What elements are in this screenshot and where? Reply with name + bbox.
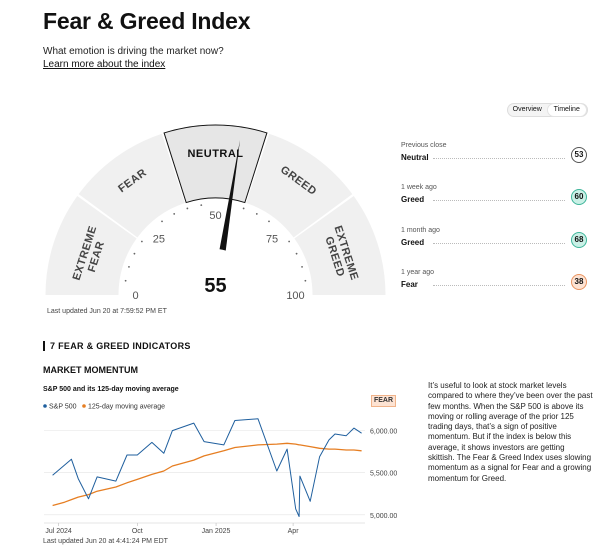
gauge-dot xyxy=(124,279,127,282)
gauge-dot xyxy=(295,252,298,255)
history-divider xyxy=(433,243,565,244)
gauge-tick-label: 50 xyxy=(209,210,221,222)
gauge-dot xyxy=(301,265,303,268)
indicator-description: It’s useful to look at stock market leve… xyxy=(428,381,593,483)
x-tick-label: Oct xyxy=(132,528,143,535)
gauge-dot xyxy=(255,213,258,215)
gauge-tick-label: 75 xyxy=(266,233,278,245)
gauge-dot xyxy=(304,279,307,282)
history-rating: Fear xyxy=(401,280,418,289)
gauge-last-updated: Last updated Jun 20 at 7:59:52 PM ET xyxy=(47,308,167,315)
gauge-dot xyxy=(161,220,163,223)
x-tick-label: Apr xyxy=(288,528,300,535)
market-momentum-heading: MARKET MOMENTUM xyxy=(43,365,138,375)
gauge-tick-label: 0 xyxy=(132,290,138,302)
timeline-tab[interactable]: Timeline xyxy=(546,103,587,117)
series-line-125-day-moving-average xyxy=(52,442,362,507)
history-score-badge: 53 xyxy=(571,147,587,163)
chart-last-updated: Last updated Jun 20 at 4:41:24 PM EDT xyxy=(43,538,168,545)
history-rating: Neutral xyxy=(401,153,429,162)
history-divider xyxy=(433,200,565,201)
legend-swatch-sp500 xyxy=(43,404,47,408)
gauge-dot xyxy=(186,207,189,210)
section-marker xyxy=(43,341,45,351)
page-title: Fear & Greed Index xyxy=(43,8,251,34)
history-score-badge: 60 xyxy=(571,189,587,205)
history-score-badge: 68 xyxy=(571,232,587,248)
history-rating: Greed xyxy=(401,238,425,247)
gauge-segment-greed xyxy=(246,133,353,238)
series-line-s-p-500 xyxy=(52,418,362,517)
overview-tab[interactable]: Overview xyxy=(512,106,542,113)
history-period: Previous close xyxy=(401,142,447,149)
gauge-segment-fear xyxy=(78,133,185,238)
fear-greed-gauge: EXTREMEFEARFEARNEUTRALGREEDEXTREMEGREED … xyxy=(45,124,386,305)
legend-label-ma: 125-day moving average xyxy=(88,404,165,411)
y-tick-label: 6,000.00 xyxy=(370,429,397,436)
gauge-dot xyxy=(200,204,203,207)
history-item-1-year-ago: 1 year ago Fear 38 xyxy=(401,269,587,290)
gauge-segment-extreme-greed xyxy=(294,196,386,295)
history-period: 1 month ago xyxy=(401,227,440,234)
gauge-segment-neutral xyxy=(163,124,268,204)
history-item-1-week-ago: 1 week ago Greed 60 xyxy=(401,184,587,205)
rating-badge: FEAR xyxy=(371,395,396,407)
chart-title: S&P 500 and its 125-day moving average xyxy=(43,386,179,393)
gauge-dot xyxy=(173,213,176,215)
legend-swatch-ma xyxy=(82,404,86,408)
y-tick-label: 5,000.00 xyxy=(370,513,397,520)
gauge-needle xyxy=(219,139,241,253)
history-item-1-month-ago: 1 month ago Greed 68 xyxy=(401,227,587,248)
gauge-tick-label: 100 xyxy=(286,290,304,302)
gauge-dot xyxy=(268,220,270,223)
indicators-heading: 7 FEAR & GREED INDICATORS xyxy=(50,341,191,351)
history-item-previous-close: Previous close Neutral 53 xyxy=(401,142,587,163)
history-divider xyxy=(433,158,565,159)
page-subtitle: What emotion is driving the market now? xyxy=(43,46,224,57)
history-period: 1 year ago xyxy=(401,269,435,276)
gauge-value: 55 xyxy=(204,275,226,297)
legend-label-sp500: S&P 500 xyxy=(49,404,77,411)
gauge-dot xyxy=(140,240,143,243)
gauge-dot xyxy=(133,252,136,255)
y-tick-label: 5,500.00 xyxy=(370,471,397,478)
learn-more-link[interactable]: Learn more about the index xyxy=(43,59,166,70)
gauge-segment-extreme-fear xyxy=(45,196,137,295)
chart-legend: S&P 500 125-day moving average xyxy=(43,404,165,411)
x-tick-label: Jul 2024 xyxy=(45,528,72,535)
gauge-dot xyxy=(242,207,245,210)
momentum-chart: S&P 500 125-day moving average 5,000.00 5… xyxy=(43,404,397,535)
gauge-tick-label: 25 xyxy=(153,233,165,245)
history-divider xyxy=(433,285,565,286)
history-period: 1 week ago xyxy=(401,184,437,191)
gauge-dot xyxy=(288,240,291,243)
history-score-badge: 38 xyxy=(571,274,587,290)
gauge-label-neutral: NEUTRAL xyxy=(187,148,243,160)
history-rating: Greed xyxy=(401,195,425,204)
view-toggle: Overview Timeline xyxy=(507,103,588,117)
x-tick-label: Jan 2025 xyxy=(202,528,231,535)
gauge-dot xyxy=(128,265,130,268)
